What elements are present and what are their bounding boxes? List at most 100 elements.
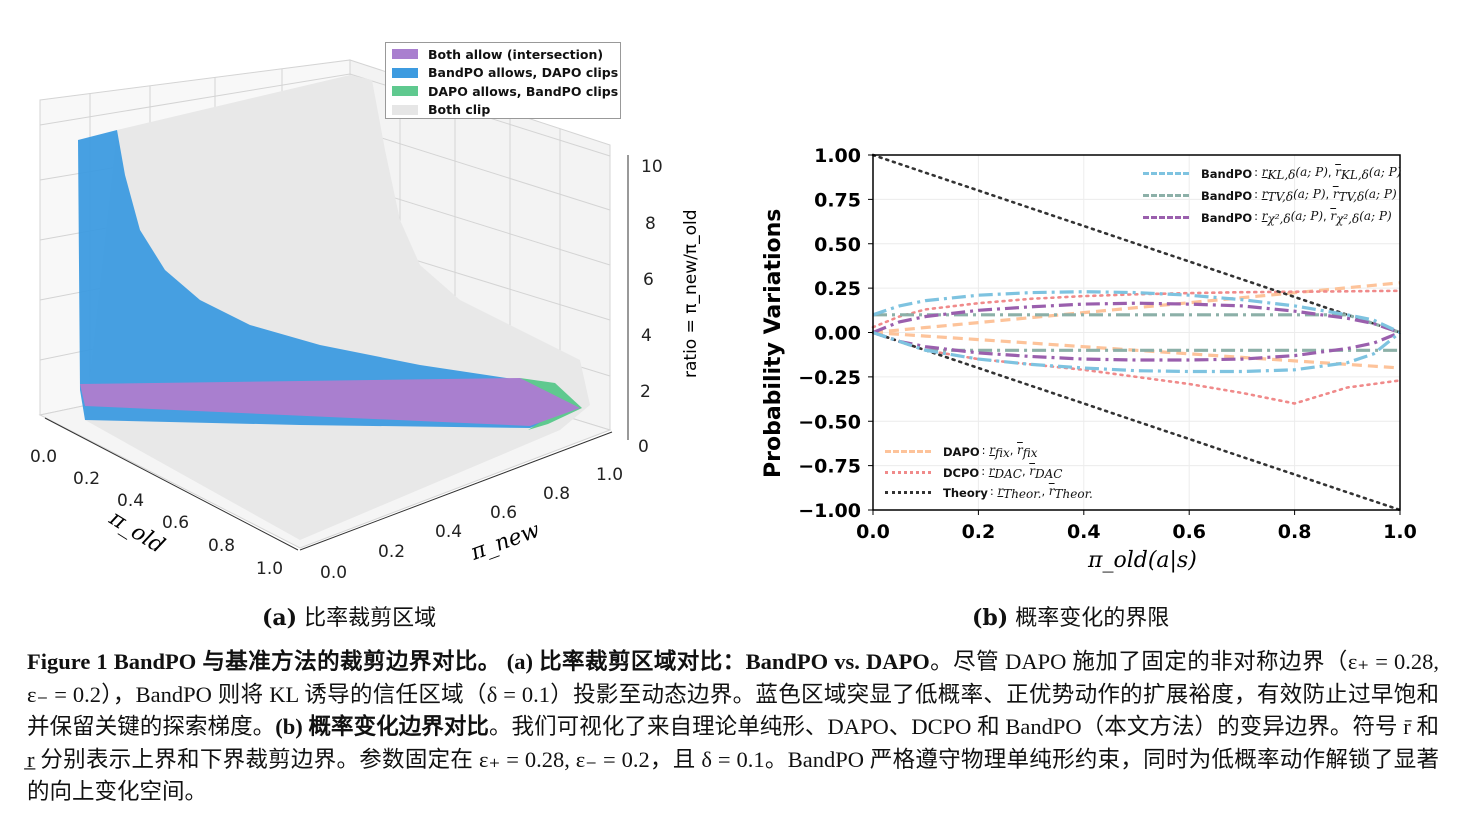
tick: 0.4 [117, 491, 144, 511]
x-tick-label: 0.8 [1278, 521, 1312, 543]
caption-part-b-title: (b) 概率变化边界对比 [275, 714, 489, 739]
y-tick-label: 0.25 [814, 278, 861, 300]
z-ticks-a: 0 2 4 6 8 10 [638, 157, 663, 457]
tick: 0.8 [208, 536, 235, 556]
legend-label: BandPO [1201, 166, 1253, 181]
series-line-bandpo-upper [872, 290, 1401, 334]
y-tick-label: 0.00 [814, 323, 861, 345]
tick: 0.2 [73, 469, 100, 489]
legend-math: : rTheor., rTheor. [989, 484, 1093, 502]
y-tick-label: 0.50 [814, 234, 861, 256]
tick: 0.0 [320, 563, 347, 583]
legend-a: Both allow (intersection) BandPO allows,… [385, 42, 621, 119]
legend-label: BandPO allows, DAPO clips [428, 65, 619, 81]
x-tick-label: 0.6 [1172, 521, 1206, 543]
figure-caption: Figure 1 BandPO 与基准方法的裁剪边界对比。 (a) 比率裁剪区域… [27, 646, 1439, 809]
pi-new-axis-line [299, 431, 613, 551]
legend-math: : rχ²,δ(a; P), rχ²,δ(a; P) [1254, 209, 1392, 227]
figure-panels: 0.0 0.2 0.4 0.6 0.8 1.0 0.0 0.2 0.4 0.6 … [30, 59, 1417, 583]
panel-b-line-chart: 0.0 0.2 0.4 0.6 0.8 1.0 1.00 0.75 0.50 0.25 0.00 −0… [761, 145, 1417, 573]
tick: 6 [643, 270, 654, 290]
z-axis-label-a: ratio = π_new/π_old [681, 210, 701, 379]
legend-math: : rKL,δ(a; P), rKL,δ(a; P) [1254, 165, 1402, 183]
tick: 10 [641, 157, 663, 177]
legend-item: Theory: rTheor., rTheor. [885, 484, 1093, 501]
y-axis-label-b: Probability Variations [761, 209, 786, 478]
tick: 8 [645, 214, 656, 234]
caption-title: Figure 1 BandPO 与基准方法的裁剪边界对比。 [27, 649, 501, 674]
x-tick-label: 1.0 [1383, 521, 1417, 543]
region-both-allow [80, 378, 580, 426]
legend-swatch [885, 450, 931, 454]
y-tick-label: −1.00 [798, 500, 861, 522]
y-tick-label: −0.25 [798, 367, 861, 389]
series-b [871, 153, 1402, 512]
legend-math: : rfix, rfix [981, 443, 1038, 461]
tick: 0.4 [435, 522, 462, 542]
series-line-dcpo-upper [871, 289, 1402, 329]
subcaption-text: 比率裁剪区域 [304, 606, 437, 631]
legend-item: DAPO allows, BandPO clips [386, 82, 620, 101]
legend-item: BandPO: rTV,δ(a; P), rTV,δ(a; P) [1143, 187, 1397, 204]
subcaption-label: (a) [262, 605, 298, 631]
series-line-bandpo-lower [872, 330, 1401, 362]
legend-label: Theory [943, 485, 988, 500]
subcaption-a: (a) 比率裁剪区域 [262, 600, 436, 632]
caption-part-a-title: (a) 比率裁剪区域对比：BandPO vs. DAPO [506, 649, 930, 674]
legend-swatch [1143, 172, 1189, 176]
legend-item: BandPO: rKL,δ(a; P), rKL,δ(a; P) [1143, 165, 1401, 182]
legend-swatch [392, 49, 418, 60]
tick: 0.8 [543, 484, 570, 504]
series-line-dapo-lower [872, 330, 1401, 370]
legend-swatch [1143, 194, 1189, 198]
legend-label: BandPO [1201, 188, 1253, 203]
legend-label: DAPO allows, BandPO clips [428, 83, 619, 99]
legend-math: : rTV,δ(a; P), rTV,δ(a; P) [1254, 187, 1397, 205]
legend-item: BandPO: rχ²,δ(a; P), rχ²,δ(a; P) [1143, 209, 1392, 226]
y-tick-label: −0.75 [798, 456, 861, 478]
tick: 1.0 [256, 559, 283, 579]
series-line-bandpo-lower [872, 330, 1402, 374]
legend-math: : rDAC, rDAC [981, 464, 1063, 482]
tick: 0.6 [490, 503, 517, 523]
y-tick-label: 0.75 [814, 189, 861, 211]
region-bandpo-allows [78, 130, 580, 428]
y-ticks-a: 0.0 0.2 0.4 0.6 0.8 1.0 [320, 465, 623, 583]
y-tick-label: 1.00 [814, 145, 861, 167]
legend-label: BandPO [1201, 210, 1253, 225]
legend-label: DCPO [943, 465, 980, 480]
x-tick-label: 0.2 [962, 521, 996, 543]
subcaption-text: 概率变化的界限 [1015, 606, 1170, 631]
series-line-dapo-upper [872, 281, 1401, 335]
pi-old-axis-line [44, 417, 299, 551]
legend-item: DCPO: rDAC, rDAC [885, 464, 1062, 481]
panel-a-3d-surface: 0.0 0.2 0.4 0.6 0.8 1.0 0.0 0.2 0.4 0.6 … [30, 59, 701, 583]
legend-label: Both clip [428, 102, 491, 118]
legend-item: Both allow (intersection) [386, 45, 620, 64]
tick: 4 [641, 326, 652, 346]
legend-item: DAPO: rfix, rfix [885, 443, 1038, 460]
series-line-theory-upper [871, 153, 1402, 334]
x-ticks-a: 0.0 0.2 0.4 0.6 0.8 1.0 [30, 447, 283, 579]
tick: 2 [640, 382, 651, 402]
legend-item: Both clip [386, 101, 620, 120]
caption-part-b-text: 。我们可视化了来自理论单纯形、DAPO、DCPO 和 BandPO（本文方法）的… [27, 714, 1439, 804]
ticks-b: 0.0 0.2 0.4 0.6 0.8 1.0 1.00 0.75 0.50 0.25 0.00 −0… [798, 145, 1417, 543]
x-axis-label-b: π_old(a|s) [1087, 548, 1197, 573]
caption-part-a-text: 。尽管 DAPO 施加了固定的非对称边界（ε₊ = 0.28, ε₋ = 0.2… [27, 649, 1440, 739]
legend-swatch [1143, 216, 1189, 220]
legend-label: DAPO [943, 444, 980, 459]
legend-item: BandPO allows, DAPO clips [386, 64, 620, 83]
legend-swatch [885, 471, 931, 475]
legend-swatch [392, 67, 418, 78]
legend-label: Both allow (intersection) [428, 46, 604, 62]
x-tick-label: 0.0 [856, 521, 890, 543]
legend-swatch [885, 491, 931, 495]
series-line-bandpo-upper [873, 313, 1401, 335]
series-line-bandpo-upper [872, 301, 1401, 335]
tick: 0.0 [30, 447, 57, 467]
y-axis-label-a: π_new [467, 518, 544, 566]
tick: 0.2 [378, 542, 405, 562]
subcaption-b: (b) 概率变化的界限 [972, 600, 1169, 632]
tick: 0 [638, 437, 649, 457]
